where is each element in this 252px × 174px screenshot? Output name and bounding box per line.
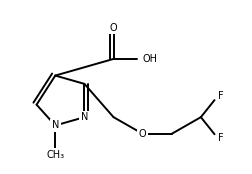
Text: N: N (52, 120, 59, 130)
Text: O: O (139, 129, 146, 139)
Text: CH₃: CH₃ (46, 150, 64, 160)
Text: F: F (217, 91, 223, 101)
Text: F: F (217, 133, 223, 143)
Text: OH: OH (143, 54, 158, 64)
Text: N: N (81, 112, 88, 122)
Text: O: O (110, 23, 117, 33)
